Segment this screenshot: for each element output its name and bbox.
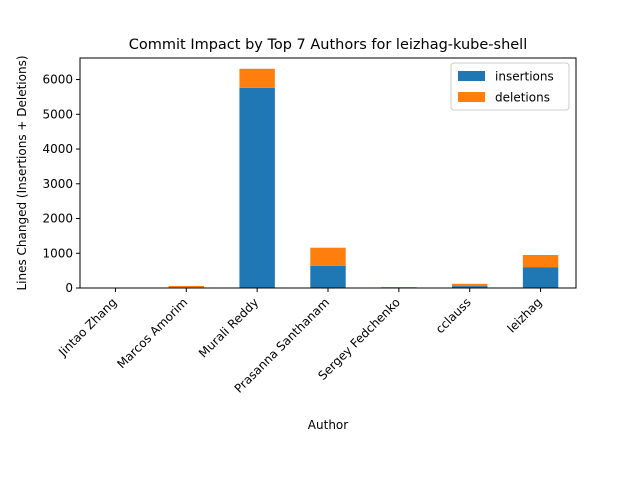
legend-swatch-deletions xyxy=(458,92,485,102)
y-tick-label-2: 2000 xyxy=(42,212,73,226)
y-tick-label-3: 3000 xyxy=(42,177,73,191)
bar-deletions-6 xyxy=(522,254,559,268)
x-tick-label-1: Marcos Amorim xyxy=(114,295,190,371)
y-tick-label-5: 5000 xyxy=(42,107,73,121)
legend-label-insertions: insertions xyxy=(495,70,554,84)
y-tick-label-0: 0 xyxy=(65,281,73,295)
y-axis: 0 1000 2000 3000 4000 5000 6000 xyxy=(42,73,80,295)
bar-insertions-3 xyxy=(310,265,346,288)
bar-insertions-2 xyxy=(239,87,275,288)
bar-deletions-2 xyxy=(239,68,275,88)
x-axis-label: Author xyxy=(308,418,348,432)
y-tick-label-1: 1000 xyxy=(42,246,73,260)
chart-title: Commit Impact by Top 7 Authors for leizh… xyxy=(129,37,527,53)
x-tick-label-5: cclauss xyxy=(433,295,474,336)
x-tick-label-2: Murali Reddy xyxy=(196,295,261,360)
x-tick-label-6: leizhag xyxy=(504,295,544,335)
y-tick-label-6: 6000 xyxy=(42,73,73,87)
y-tick-label-4: 4000 xyxy=(42,142,73,156)
legend-label-deletions: deletions xyxy=(495,91,550,105)
bar-insertions-5 xyxy=(452,286,488,288)
legend: insertions deletions xyxy=(450,62,570,111)
y-axis-label: Lines Changed (Insertions + Deletions) xyxy=(15,55,29,290)
bar-insertions-6 xyxy=(522,267,559,288)
bar-deletions-1 xyxy=(168,285,204,288)
bar-deletions-5 xyxy=(452,283,488,287)
legend-swatch-insertions xyxy=(458,71,485,81)
x-tick-label-0: Jintao Zhang xyxy=(55,295,119,359)
bar-deletions-3 xyxy=(310,247,346,266)
bars xyxy=(97,68,559,288)
plot-frame xyxy=(79,57,577,289)
